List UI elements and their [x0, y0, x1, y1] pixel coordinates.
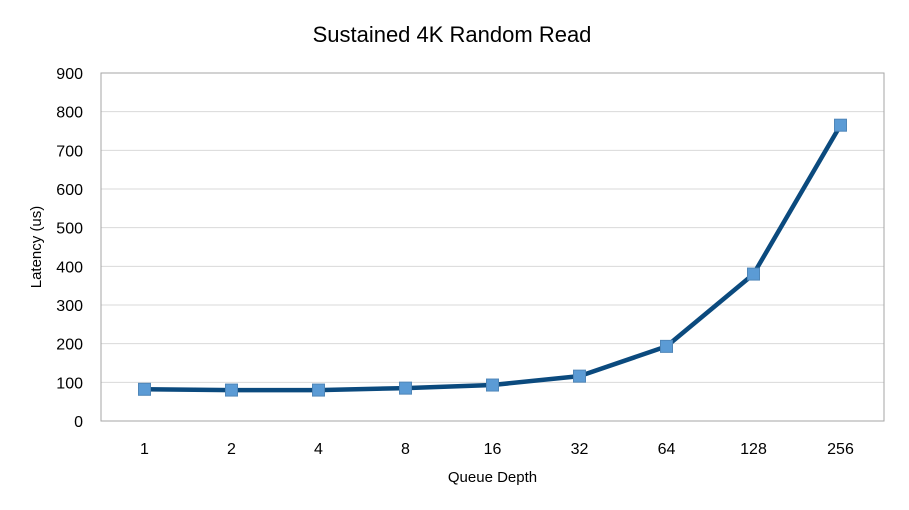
- data-point-marker: [660, 339, 673, 353]
- series-line: [142, 122, 843, 393]
- data-point-marker: [486, 378, 499, 392]
- x-tick-label: 4: [314, 441, 323, 458]
- data-point-marker: [399, 381, 412, 395]
- data-point-marker: [834, 118, 847, 132]
- data-point-marker: [312, 383, 325, 397]
- x-tick-label: 8: [401, 441, 410, 458]
- y-tick-label: 200: [56, 337, 83, 354]
- x-tick-label: 2: [227, 441, 236, 458]
- data-point-marker: [573, 369, 586, 383]
- chart-title: Sustained 4K Random Read: [313, 22, 592, 47]
- x-axis-tick-labels: 1 2 4 8 16 32 64 128 256: [140, 441, 854, 458]
- y-tick-label: 500: [56, 221, 83, 238]
- y-tick-label: 800: [56, 105, 83, 122]
- x-tick-label: 64: [658, 441, 676, 458]
- y-tick-label: 700: [56, 143, 83, 160]
- y-tick-label: 300: [56, 298, 83, 315]
- y-tick-label: 600: [56, 182, 83, 199]
- y-tick-label: 100: [56, 375, 83, 392]
- x-tick-label: 16: [484, 441, 502, 458]
- gridlines: [101, 72, 884, 422]
- y-axis-tick-labels: 0 100 200 300 400 500 600 700 800 900: [56, 66, 83, 431]
- data-point-marker: [138, 382, 151, 396]
- x-tick-label: 256: [827, 441, 854, 458]
- y-tick-label: 900: [56, 66, 83, 83]
- x-tick-label: 1: [140, 441, 149, 458]
- x-tick-label: 128: [740, 441, 767, 458]
- y-tick-label: 0: [74, 414, 83, 431]
- y-axis-title: Latency (us): [28, 206, 45, 289]
- data-point-marker: [747, 267, 760, 281]
- data-point-marker: [225, 383, 238, 397]
- x-tick-label: 32: [571, 441, 589, 458]
- data-markers: [138, 118, 847, 397]
- y-tick-label: 400: [56, 259, 83, 276]
- plot-area-border: [100, 72, 885, 422]
- x-axis-title: Queue Depth: [448, 469, 537, 486]
